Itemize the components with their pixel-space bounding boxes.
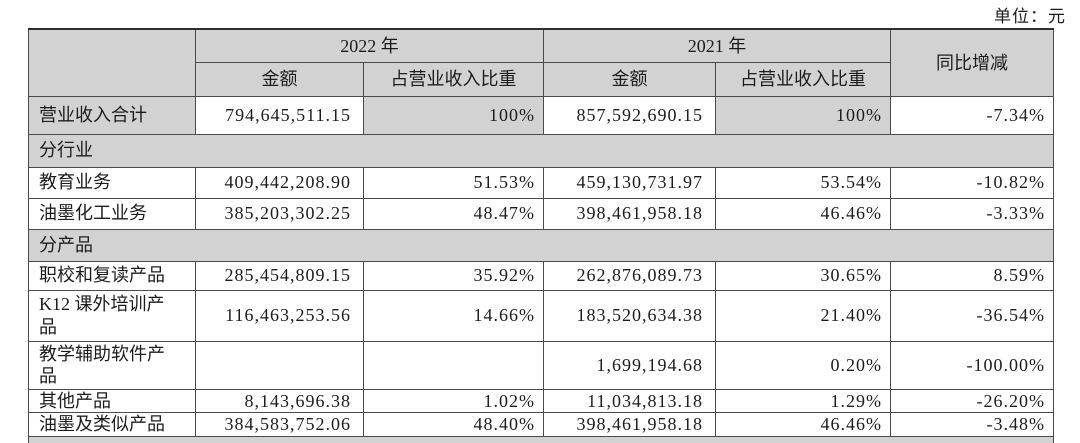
cell-amount-2021: 398,461,958.18 xyxy=(543,412,716,437)
table-row-teaching-software: 教学辅助软件产品 1,699,194.68 0.20% -100.00% xyxy=(28,340,1054,390)
header-yoy-change: 同比增减 xyxy=(890,28,1054,97)
table-row-total-revenue: 营业收入合计 794,645,511.15 100% 857,592,690.1… xyxy=(28,95,1054,135)
cell-amount-2022: 385,203,302.25 xyxy=(195,197,364,230)
cell-pct-2021: 46.46% xyxy=(715,197,891,230)
header-pct-2022: 占营业收入比重 xyxy=(363,61,544,97)
header-pct-2021: 占营业收入比重 xyxy=(715,61,891,97)
header-year-2021: 2021 年 xyxy=(543,28,891,63)
section-row-by-industry: 分行业 xyxy=(28,133,1054,168)
cell-yoy: -3.33% xyxy=(890,197,1054,230)
cell-amount-2021: 1,699,194.68 xyxy=(543,340,716,390)
cell-label: 营业收入合计 xyxy=(28,95,196,135)
corner-blank-cell xyxy=(28,28,196,97)
section-label xyxy=(28,435,1054,443)
cell-pct-2021: 21.40% xyxy=(715,289,891,342)
table-row-ink-chemical: 油墨化工业务 385,203,302.25 48.47% 398,461,958… xyxy=(28,197,1054,230)
cell-amount-2021: 11,034,813.18 xyxy=(543,388,716,413)
table-row-vocational: 职校和复读产品 285,454,809.15 35.92% 262,876,08… xyxy=(28,260,1054,291)
cell-amount-2021: 398,461,958.18 xyxy=(543,197,716,230)
cell-pct-2022: 14.66% xyxy=(363,289,544,342)
table-row-education: 教育业务 409,442,208.90 51.53% 459,130,731.9… xyxy=(28,166,1054,199)
cell-label: 教学辅助软件产品 xyxy=(28,340,196,390)
cell-pct-2022: 1.02% xyxy=(363,388,544,413)
header-year-2022: 2022 年 xyxy=(195,28,544,63)
cell-amount-2021: 857,592,690.15 xyxy=(543,95,716,135)
section-row-by-product: 分产品 xyxy=(28,228,1054,262)
cell-yoy: -3.48% xyxy=(890,412,1054,437)
table-row-k12-training: K12 课外培训产品 116,463,253.56 14.66% 183,520… xyxy=(28,289,1054,342)
cell-amount-2021: 183,520,634.38 xyxy=(543,289,716,342)
cell-yoy: -36.54% xyxy=(890,289,1054,342)
cell-pct-2022: 51.53% xyxy=(363,166,544,199)
header-amount-2022: 金额 xyxy=(195,61,364,97)
cell-amount-2022: 384,583,752.06 xyxy=(195,412,364,437)
cell-yoy: -26.20% xyxy=(890,388,1054,413)
header-row-subcolumns: 金额 占营业收入比重 金额 占营业收入比重 xyxy=(29,61,1054,97)
cell-amount-2022: 409,442,208.90 xyxy=(195,166,364,199)
cell-label: K12 课外培训产品 xyxy=(28,289,196,342)
cell-yoy: -100.00% xyxy=(890,340,1054,390)
cell-pct-2021: 0.20% xyxy=(715,340,891,390)
cell-yoy: 8.59% xyxy=(890,260,1054,291)
cell-yoy: -10.82% xyxy=(890,166,1054,199)
cell-amount-2021: 262,876,089.73 xyxy=(543,260,716,291)
cell-amount-2022: 8,143,696.38 xyxy=(195,388,364,413)
cell-label: 油墨及类似产品 xyxy=(28,412,196,437)
table-row-other-products: 其他产品 8,143,696.38 1.02% 11,034,813.18 1.… xyxy=(28,388,1054,413)
cell-label: 职校和复读产品 xyxy=(28,260,196,291)
cell-label: 教育业务 xyxy=(28,166,196,199)
cell-amount-2021: 459,130,731.97 xyxy=(543,166,716,199)
header-row-years: 2022 年 2021 年 同比增减 xyxy=(28,28,1054,97)
cell-pct-2021: 53.54% xyxy=(715,166,891,199)
cell-pct-2022: 35.92% xyxy=(363,260,544,291)
section-label: 分行业 xyxy=(28,133,1054,168)
cell-yoy: -7.34% xyxy=(890,95,1054,135)
section-row-partial-cutoff xyxy=(28,435,1054,443)
cell-amount-2022: 116,463,253.56 xyxy=(195,289,364,342)
cell-pct-2022: 48.47% xyxy=(363,197,544,230)
cell-pct-2022 xyxy=(363,340,544,390)
cell-pct-2022: 100% xyxy=(363,95,544,135)
cell-pct-2021: 1.29% xyxy=(715,388,891,413)
section-label: 分产品 xyxy=(28,228,1054,262)
cell-pct-2022: 48.40% xyxy=(363,412,544,437)
cell-amount-2022 xyxy=(195,340,364,390)
cell-pct-2021: 30.65% xyxy=(715,260,891,291)
cell-pct-2021: 100% xyxy=(715,95,891,135)
cell-amount-2022: 285,454,809.15 xyxy=(195,260,364,291)
unit-label: 单位：元 xyxy=(994,7,1066,26)
cell-amount-2022: 794,645,511.15 xyxy=(195,95,364,135)
table-row-ink-similar: 油墨及类似产品 384,583,752.06 48.40% 398,461,95… xyxy=(28,412,1054,437)
revenue-breakdown-table: 2022 年 2021 年 同比增减 金额 占营业收入比重 金额 占营业收入比重… xyxy=(28,28,1054,443)
cell-label: 油墨化工业务 xyxy=(28,197,196,230)
cell-label: 其他产品 xyxy=(28,388,196,413)
header-amount-2021: 金额 xyxy=(543,61,716,97)
cell-pct-2021: 46.46% xyxy=(715,412,891,437)
